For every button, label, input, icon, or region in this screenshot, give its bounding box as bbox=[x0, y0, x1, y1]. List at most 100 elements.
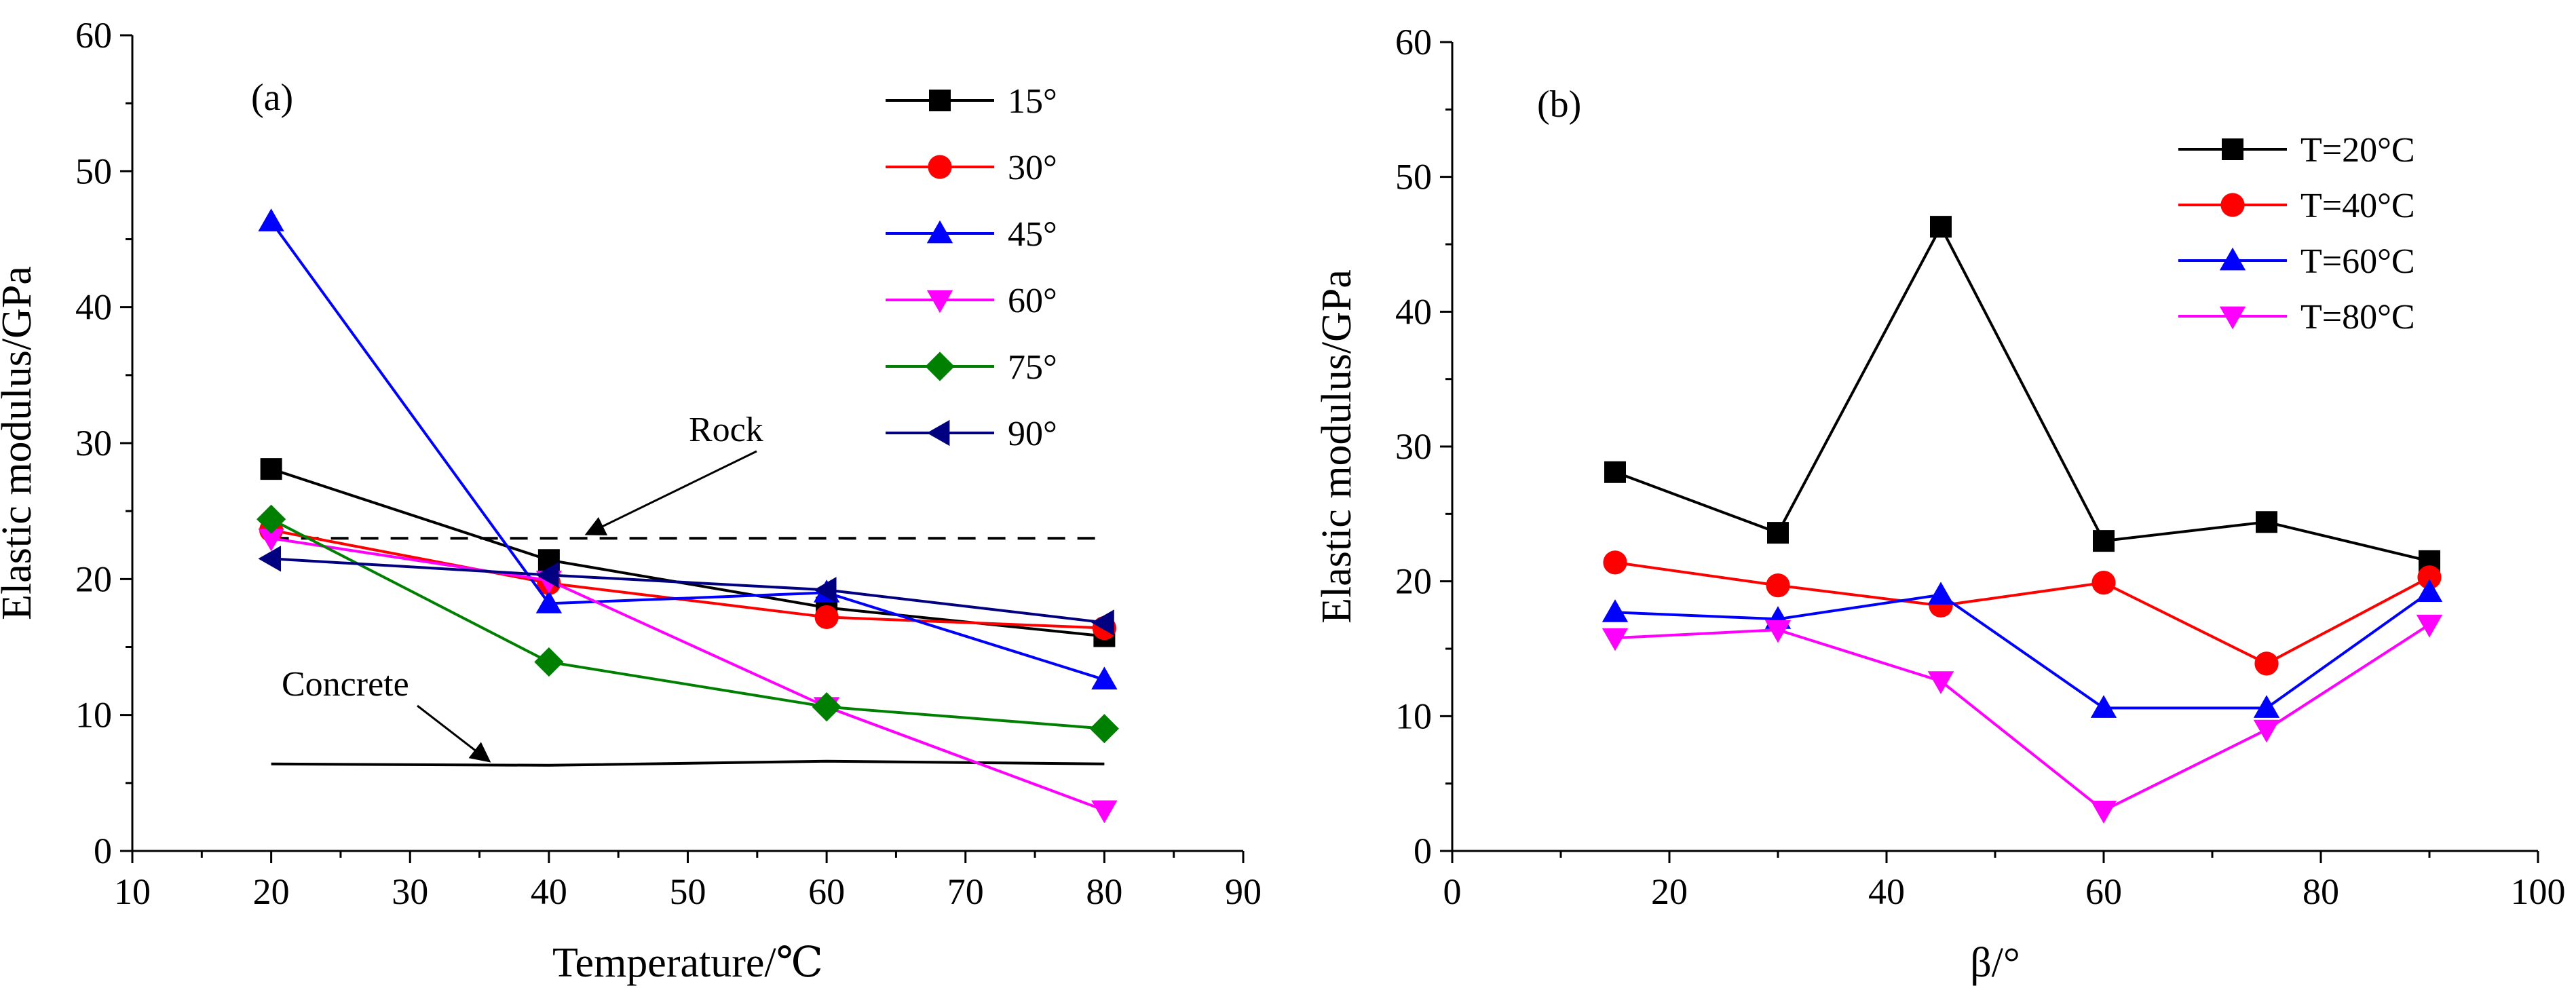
x-tick-label: 0 bbox=[1443, 871, 1462, 912]
x-tick-label: 20 bbox=[1651, 871, 1688, 912]
legend-item: T=60°C bbox=[2178, 242, 2415, 281]
legend-label: 60° bbox=[1008, 282, 1057, 320]
y-tick-label: 10 bbox=[75, 695, 112, 736]
x-tick-label: 60 bbox=[2085, 871, 2122, 912]
y-axis-title: Elastic modulus/GPa bbox=[1314, 269, 1360, 624]
series-5 bbox=[258, 546, 1114, 636]
legend-label: T=40°C bbox=[2300, 187, 2415, 225]
x-tick-label: 80 bbox=[1086, 871, 1122, 912]
series-line bbox=[1614, 561, 2430, 666]
data-point bbox=[1603, 550, 1627, 575]
data-point bbox=[1764, 620, 1792, 643]
legend-marker bbox=[926, 220, 953, 244]
x-tick-label: 70 bbox=[947, 871, 984, 912]
y-tick-label: 20 bbox=[75, 558, 112, 599]
series-line bbox=[271, 557, 1105, 624]
data-point bbox=[1927, 582, 1954, 605]
data-point bbox=[1091, 609, 1114, 636]
data-point bbox=[1091, 800, 1118, 824]
x-axis-title: β/° bbox=[1970, 940, 2020, 986]
x-tick-label: 40 bbox=[531, 871, 567, 912]
legend-item: T=40°C bbox=[2178, 187, 2415, 225]
y-tick-label: 0 bbox=[1414, 831, 1432, 871]
series-1 bbox=[1603, 550, 2442, 676]
data-point bbox=[1930, 216, 1952, 238]
y-tick-label: 30 bbox=[75, 423, 112, 463]
data-point bbox=[2417, 565, 2442, 590]
legend-label: T=80°C bbox=[2300, 298, 2415, 337]
data-point bbox=[813, 577, 837, 603]
legend-item: 75° bbox=[886, 348, 1057, 387]
legend-item: T=80°C bbox=[2178, 298, 2415, 337]
data-point bbox=[535, 562, 559, 588]
legend-label: T=60°C bbox=[2300, 242, 2415, 281]
legend-label: 75° bbox=[1008, 348, 1057, 387]
series-line bbox=[1614, 623, 2431, 812]
series-3 bbox=[1602, 614, 2443, 824]
data-point bbox=[2256, 511, 2277, 533]
legend-item: 15° bbox=[886, 82, 1057, 121]
series-line bbox=[271, 537, 1105, 812]
data-point bbox=[1604, 461, 1626, 483]
legend-marker bbox=[925, 352, 955, 381]
legend-marker bbox=[929, 90, 951, 111]
legend-label: 15° bbox=[1008, 82, 1057, 121]
data-point bbox=[1089, 714, 1119, 744]
series-line bbox=[271, 468, 1105, 638]
reference-line-concrete bbox=[271, 759, 1105, 767]
legend-label: 45° bbox=[1008, 215, 1057, 254]
legend-item: 30° bbox=[886, 149, 1057, 187]
data-point bbox=[2254, 651, 2279, 676]
data-point bbox=[812, 692, 841, 722]
y-tick-label: 60 bbox=[1395, 22, 1432, 62]
x-tick-label: 90 bbox=[1225, 871, 1262, 912]
x-tick-label: 40 bbox=[1868, 871, 1905, 912]
panel-label: (b) bbox=[1537, 83, 1581, 126]
series-0 bbox=[1604, 216, 2440, 572]
data-point bbox=[258, 208, 284, 231]
y-tick-label: 0 bbox=[94, 831, 112, 871]
legend-item: T=20°C bbox=[2178, 131, 2415, 170]
data-point bbox=[258, 528, 284, 552]
data-point bbox=[258, 546, 282, 572]
series-line bbox=[1614, 223, 2430, 563]
x-axis-title: Temperature/℃ bbox=[552, 940, 823, 986]
chart-panel-b: 0 10 20 30 40 50 60 0 20 40 60 80 100 β/° Elastic modu… bbox=[1314, 22, 2566, 986]
legend-marker bbox=[926, 419, 950, 447]
legend-label: T=20°C bbox=[2300, 131, 2415, 170]
y-tick-label: 40 bbox=[1395, 291, 1432, 332]
panel-label: (a) bbox=[251, 77, 293, 119]
x-tick-label: 10 bbox=[114, 871, 151, 912]
data-point bbox=[257, 504, 286, 534]
data-point bbox=[2090, 695, 2117, 718]
data-point bbox=[2416, 614, 2443, 638]
data-point bbox=[1602, 599, 1629, 622]
data-point bbox=[535, 590, 563, 613]
x-tick-label: 50 bbox=[670, 871, 706, 912]
legend-marker bbox=[2220, 193, 2245, 217]
x-tick-label: 80 bbox=[2303, 871, 2339, 912]
annotation-arrow bbox=[584, 450, 757, 535]
y-tick-label: 20 bbox=[1395, 561, 1432, 602]
series-line bbox=[270, 518, 1105, 730]
legend-item: 60° bbox=[886, 282, 1057, 320]
legend-item: 90° bbox=[886, 415, 1057, 453]
legend-label: 90° bbox=[1008, 415, 1057, 453]
y-tick-label: 40 bbox=[75, 287, 112, 328]
annotation-arrow bbox=[417, 704, 491, 763]
legend-item: 45° bbox=[886, 215, 1057, 254]
legend-marker bbox=[928, 155, 952, 179]
data-point bbox=[1766, 573, 1790, 598]
y-tick-label: 30 bbox=[1395, 426, 1432, 467]
data-point bbox=[534, 647, 564, 677]
data-point bbox=[1767, 522, 1789, 544]
series-line bbox=[1614, 590, 2431, 710]
legend-marker bbox=[926, 290, 953, 314]
series-line bbox=[271, 529, 1105, 630]
data-point bbox=[260, 458, 282, 480]
data-point bbox=[2093, 530, 2115, 552]
annotation-concrete: Concrete bbox=[282, 665, 409, 704]
series-2 bbox=[258, 208, 1118, 689]
